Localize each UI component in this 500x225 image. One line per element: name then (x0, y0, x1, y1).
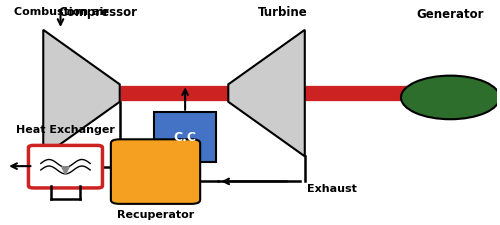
Text: Heat Exchanger: Heat Exchanger (16, 124, 115, 135)
Text: Exhaust: Exhaust (307, 184, 357, 194)
Circle shape (401, 76, 500, 119)
FancyBboxPatch shape (154, 112, 216, 162)
Text: Turbine: Turbine (258, 6, 308, 19)
FancyBboxPatch shape (28, 145, 102, 188)
FancyBboxPatch shape (111, 139, 200, 204)
Text: Compressor: Compressor (58, 6, 137, 19)
Text: Generator: Generator (416, 8, 484, 21)
Text: Recuperator: Recuperator (117, 210, 194, 220)
Text: C.C: C.C (174, 131, 197, 144)
Polygon shape (228, 30, 305, 156)
Text: Combustion air: Combustion air (14, 7, 108, 17)
Polygon shape (44, 30, 120, 156)
